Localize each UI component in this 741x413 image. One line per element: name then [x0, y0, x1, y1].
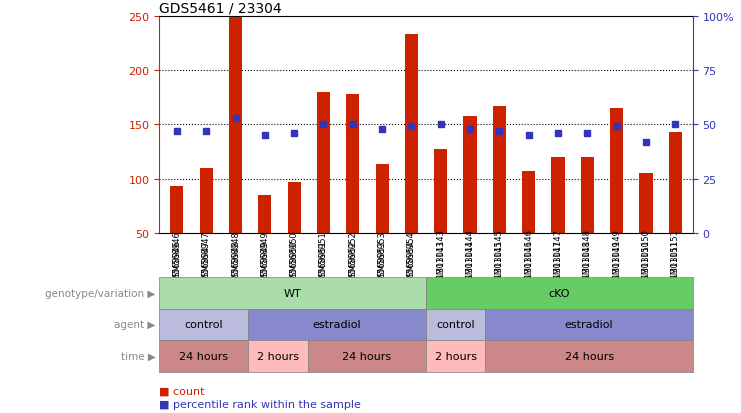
Bar	[668, 133, 682, 233]
Bar	[229, 17, 242, 233]
Text: control: control	[436, 320, 475, 330]
Bar	[485, 309, 693, 340]
Bar	[376, 165, 389, 233]
Text: GSM1301144: GSM1301144	[465, 228, 474, 284]
Text: ■ percentile rank within the sample: ■ percentile rank within the sample	[159, 399, 361, 409]
Text: GSM1301143: GSM1301143	[436, 228, 445, 284]
Text: genotype/variation ▶: genotype/variation ▶	[45, 288, 156, 298]
Bar	[434, 150, 448, 233]
Text: cKO: cKO	[548, 288, 571, 298]
Bar	[485, 340, 693, 372]
Bar	[248, 340, 308, 372]
Bar	[308, 340, 426, 372]
Text: WT: WT	[284, 288, 302, 298]
Text: GSM1301147: GSM1301147	[554, 228, 562, 284]
Bar	[639, 174, 653, 233]
Text: agent ▶: agent ▶	[114, 320, 156, 330]
Text: GSM1301150: GSM1301150	[642, 228, 651, 284]
Bar	[317, 93, 330, 233]
Text: ■ count: ■ count	[159, 385, 205, 395]
Bar	[493, 107, 506, 233]
Text: GSM568951: GSM568951	[319, 231, 328, 281]
Text: GSM1301146: GSM1301146	[524, 228, 534, 284]
Text: GSM568948: GSM568948	[231, 231, 240, 281]
Text: 24 hours: 24 hours	[179, 351, 228, 361]
Bar	[522, 171, 535, 233]
Text: time ▶: time ▶	[121, 351, 156, 361]
Bar	[159, 340, 248, 372]
Bar	[199, 169, 213, 233]
Bar	[159, 278, 426, 309]
Text: GSM1301149: GSM1301149	[612, 228, 621, 284]
Bar	[426, 309, 485, 340]
Text: GSM1301151: GSM1301151	[671, 228, 679, 284]
Text: 2 hours: 2 hours	[435, 351, 476, 361]
Text: GSM568946: GSM568946	[173, 231, 182, 281]
Bar	[405, 35, 418, 233]
Bar	[581, 157, 594, 233]
Bar	[159, 309, 248, 340]
Text: GSM568954: GSM568954	[407, 231, 416, 281]
Text: 2 hours: 2 hours	[257, 351, 299, 361]
Text: control: control	[185, 320, 223, 330]
Bar	[551, 157, 565, 233]
Text: GSM568950: GSM568950	[290, 231, 299, 281]
Bar	[259, 195, 271, 233]
Text: GSM1301145: GSM1301145	[495, 228, 504, 284]
Text: GSM568952: GSM568952	[348, 231, 357, 281]
Text: 24 hours: 24 hours	[342, 351, 391, 361]
Bar	[170, 187, 184, 233]
Bar	[463, 116, 476, 233]
Bar	[426, 340, 485, 372]
Text: estradiol: estradiol	[313, 320, 362, 330]
Text: 24 hours: 24 hours	[565, 351, 614, 361]
Bar	[288, 183, 301, 233]
Text: GSM1301148: GSM1301148	[583, 228, 592, 284]
Text: estradiol: estradiol	[565, 320, 614, 330]
Text: GSM568949: GSM568949	[260, 231, 269, 281]
Bar	[610, 109, 623, 233]
Text: GSM568953: GSM568953	[378, 231, 387, 281]
Text: GSM568947: GSM568947	[202, 231, 210, 281]
Bar	[248, 309, 426, 340]
Text: GDS5461 / 23304: GDS5461 / 23304	[159, 1, 282, 15]
Bar	[346, 95, 359, 233]
Bar	[426, 278, 693, 309]
